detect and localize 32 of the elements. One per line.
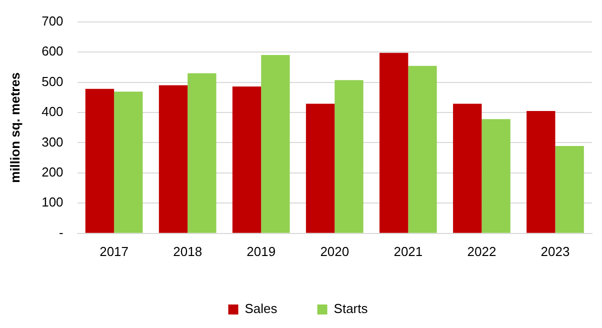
bar	[408, 66, 437, 233]
bar	[334, 80, 364, 233]
y-tick-label: 400	[42, 104, 64, 120]
y-tick-label: 200	[42, 164, 64, 180]
bar	[232, 86, 262, 233]
bar	[85, 88, 114, 233]
bar	[380, 52, 408, 233]
bar	[555, 146, 584, 233]
y-tick-label: 300	[42, 134, 64, 150]
x-tick-label: 2021	[394, 244, 423, 259]
bar	[158, 85, 188, 233]
y-axis-title: million sq. metres	[7, 72, 22, 183]
y-tick-label: -	[58, 224, 64, 240]
legend-label: Starts	[334, 301, 368, 316]
x-tick-label: 2022	[467, 244, 496, 259]
y-tick-label: 100	[42, 194, 64, 210]
x-tick-label: 2019	[246, 244, 276, 259]
bar	[261, 55, 290, 233]
x-tick-label: 2018	[173, 244, 202, 259]
bar	[482, 119, 510, 233]
x-tick-label: 2017	[100, 244, 129, 259]
y-tick-label: 500	[42, 74, 64, 89]
y-tick-label: 700	[42, 13, 64, 28]
legend-label: Sales	[244, 301, 278, 316]
bar	[526, 110, 556, 233]
bar	[114, 92, 143, 233]
y-tick-label: 600	[42, 44, 64, 59]
x-tick-label: 2020	[320, 244, 350, 259]
bar	[453, 104, 482, 233]
bar	[188, 73, 216, 233]
x-tick-label: 2023	[540, 244, 570, 259]
bar	[306, 104, 335, 233]
